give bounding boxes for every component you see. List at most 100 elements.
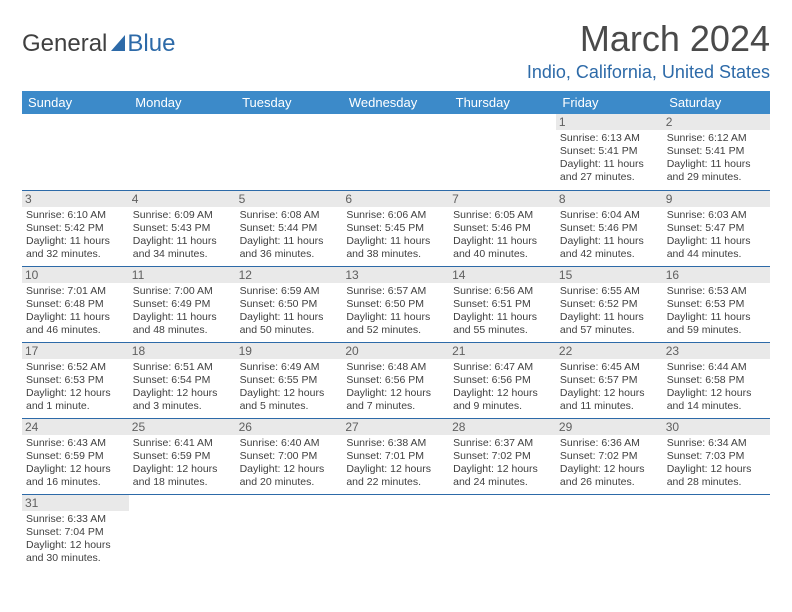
day-info: Sunrise: 6:03 AMSunset: 5:47 PMDaylight:…: [667, 209, 766, 262]
sunrise-text: Sunrise: 6:56 AM: [453, 285, 552, 298]
calendar-week: 31Sunrise: 6:33 AMSunset: 7:04 PMDayligh…: [22, 494, 770, 570]
sunset-text: Sunset: 6:58 PM: [667, 374, 766, 387]
day-number: [342, 495, 449, 497]
day-number: 1: [556, 114, 663, 130]
title-block: March 2024 Indio, California, United Sta…: [527, 18, 770, 83]
daylight-text: Daylight: 11 hours and 32 minutes.: [26, 235, 125, 261]
day-number: 6: [342, 191, 449, 207]
sunset-text: Sunset: 6:56 PM: [453, 374, 552, 387]
day-number: 23: [663, 343, 770, 359]
sunset-text: Sunset: 6:59 PM: [26, 450, 125, 463]
calendar-day: 22Sunrise: 6:45 AMSunset: 6:57 PMDayligh…: [556, 342, 663, 418]
col-wednesday: Wednesday: [342, 91, 449, 114]
daylight-text: Daylight: 12 hours and 7 minutes.: [346, 387, 445, 413]
sunset-text: Sunset: 7:04 PM: [26, 526, 125, 539]
daylight-text: Daylight: 11 hours and 34 minutes.: [133, 235, 232, 261]
day-number: 18: [129, 343, 236, 359]
day-number: 24: [22, 419, 129, 435]
calendar-day: 10Sunrise: 7:01 AMSunset: 6:48 PMDayligh…: [22, 266, 129, 342]
sunset-text: Sunset: 6:50 PM: [240, 298, 339, 311]
sunset-text: Sunset: 6:51 PM: [453, 298, 552, 311]
sunrise-text: Sunrise: 6:12 AM: [667, 132, 766, 145]
day-info: Sunrise: 6:10 AMSunset: 5:42 PMDaylight:…: [26, 209, 125, 262]
day-info: Sunrise: 7:01 AMSunset: 6:48 PMDaylight:…: [26, 285, 125, 338]
day-info: Sunrise: 6:57 AMSunset: 6:50 PMDaylight:…: [346, 285, 445, 338]
day-info: Sunrise: 6:40 AMSunset: 7:00 PMDaylight:…: [240, 437, 339, 490]
daylight-text: Daylight: 11 hours and 59 minutes.: [667, 311, 766, 337]
day-number: 8: [556, 191, 663, 207]
calendar-day: [236, 114, 343, 190]
day-number: 25: [129, 419, 236, 435]
sunset-text: Sunset: 5:42 PM: [26, 222, 125, 235]
day-number: 26: [236, 419, 343, 435]
sunset-text: Sunset: 5:44 PM: [240, 222, 339, 235]
daylight-text: Daylight: 11 hours and 52 minutes.: [346, 311, 445, 337]
day-info: Sunrise: 6:51 AMSunset: 6:54 PMDaylight:…: [133, 361, 232, 414]
day-number: [236, 114, 343, 116]
daylight-text: Daylight: 11 hours and 40 minutes.: [453, 235, 552, 261]
sunset-text: Sunset: 5:41 PM: [560, 145, 659, 158]
sunrise-text: Sunrise: 6:13 AM: [560, 132, 659, 145]
day-info: Sunrise: 6:36 AMSunset: 7:02 PMDaylight:…: [560, 437, 659, 490]
sunrise-text: Sunrise: 6:55 AM: [560, 285, 659, 298]
sunset-text: Sunset: 7:02 PM: [560, 450, 659, 463]
sunset-text: Sunset: 6:56 PM: [346, 374, 445, 387]
logo-text-blue: Blue: [127, 30, 175, 58]
sunset-text: Sunset: 5:47 PM: [667, 222, 766, 235]
calendar-week: 1Sunrise: 6:13 AMSunset: 5:41 PMDaylight…: [22, 114, 770, 190]
daylight-text: Daylight: 12 hours and 28 minutes.: [667, 463, 766, 489]
calendar-header-row: Sunday Monday Tuesday Wednesday Thursday…: [22, 91, 770, 114]
day-number: 20: [342, 343, 449, 359]
day-info: Sunrise: 6:47 AMSunset: 6:56 PMDaylight:…: [453, 361, 552, 414]
day-info: Sunrise: 6:37 AMSunset: 7:02 PMDaylight:…: [453, 437, 552, 490]
sunset-text: Sunset: 6:53 PM: [26, 374, 125, 387]
sunrise-text: Sunrise: 6:08 AM: [240, 209, 339, 222]
sunset-text: Sunset: 7:01 PM: [346, 450, 445, 463]
sail-icon: [111, 35, 125, 51]
daylight-text: Daylight: 12 hours and 26 minutes.: [560, 463, 659, 489]
calendar-week: 24Sunrise: 6:43 AMSunset: 6:59 PMDayligh…: [22, 418, 770, 494]
calendar-day: 6Sunrise: 6:06 AMSunset: 5:45 PMDaylight…: [342, 190, 449, 266]
day-number: [449, 114, 556, 116]
sunrise-text: Sunrise: 6:34 AM: [667, 437, 766, 450]
daylight-text: Daylight: 12 hours and 24 minutes.: [453, 463, 552, 489]
sunrise-text: Sunrise: 6:48 AM: [346, 361, 445, 374]
sunset-text: Sunset: 6:53 PM: [667, 298, 766, 311]
calendar-day: 20 Sunrise: 6:48 AMSunset: 6:56 PMDayligh…: [342, 342, 449, 418]
daylight-text: Daylight: 11 hours and 38 minutes.: [346, 235, 445, 261]
calendar-day: 7Sunrise: 6:05 AMSunset: 5:46 PMDaylight…: [449, 190, 556, 266]
sunrise-text: Sunrise: 6:04 AM: [560, 209, 659, 222]
day-number: [129, 114, 236, 116]
sunset-text: Sunset: 7:03 PM: [667, 450, 766, 463]
day-info: Sunrise: 6:48 AMSunset: 6:56 PMDaylight:…: [346, 361, 445, 414]
calendar-day: 12Sunrise: 6:59 AMSunset: 6:50 PMDayligh…: [236, 266, 343, 342]
day-info: Sunrise: 6:09 AMSunset: 5:43 PMDaylight:…: [133, 209, 232, 262]
daylight-text: Daylight: 11 hours and 50 minutes.: [240, 311, 339, 337]
day-info: Sunrise: 6:41 AMSunset: 6:59 PMDaylight:…: [133, 437, 232, 490]
day-number: [22, 114, 129, 116]
sunset-text: Sunset: 6:54 PM: [133, 374, 232, 387]
calendar-day: 19Sunrise: 6:49 AMSunset: 6:55 PMDayligh…: [236, 342, 343, 418]
logo: General Blue: [22, 30, 175, 58]
calendar-day: 16Sunrise: 6:53 AMSunset: 6:53 PMDayligh…: [663, 266, 770, 342]
header: General Blue March 2024 Indio, Californi…: [22, 18, 770, 83]
day-info: Sunrise: 6:44 AMSunset: 6:58 PMDaylight:…: [667, 361, 766, 414]
sunrise-text: Sunrise: 6:38 AM: [346, 437, 445, 450]
day-info: Sunrise: 6:49 AMSunset: 6:55 PMDaylight:…: [240, 361, 339, 414]
day-number: 27: [342, 419, 449, 435]
sunrise-text: Sunrise: 6:47 AM: [453, 361, 552, 374]
day-number: [129, 495, 236, 497]
day-number: 28: [449, 419, 556, 435]
col-monday: Monday: [129, 91, 236, 114]
col-saturday: Saturday: [663, 91, 770, 114]
day-info: Sunrise: 6:33 AMSunset: 7:04 PMDaylight:…: [26, 513, 125, 566]
calendar-day: 21Sunrise: 6:47 AMSunset: 6:56 PMDayligh…: [449, 342, 556, 418]
sunset-text: Sunset: 6:52 PM: [560, 298, 659, 311]
calendar-day: [663, 494, 770, 570]
calendar-week: 3Sunrise: 6:10 AMSunset: 5:42 PMDaylight…: [22, 190, 770, 266]
sunrise-text: Sunrise: 6:36 AM: [560, 437, 659, 450]
calendar-day: 30Sunrise: 6:34 AMSunset: 7:03 PMDayligh…: [663, 418, 770, 494]
day-number: 2: [663, 114, 770, 130]
day-number: 11: [129, 267, 236, 283]
sunset-text: Sunset: 5:43 PM: [133, 222, 232, 235]
